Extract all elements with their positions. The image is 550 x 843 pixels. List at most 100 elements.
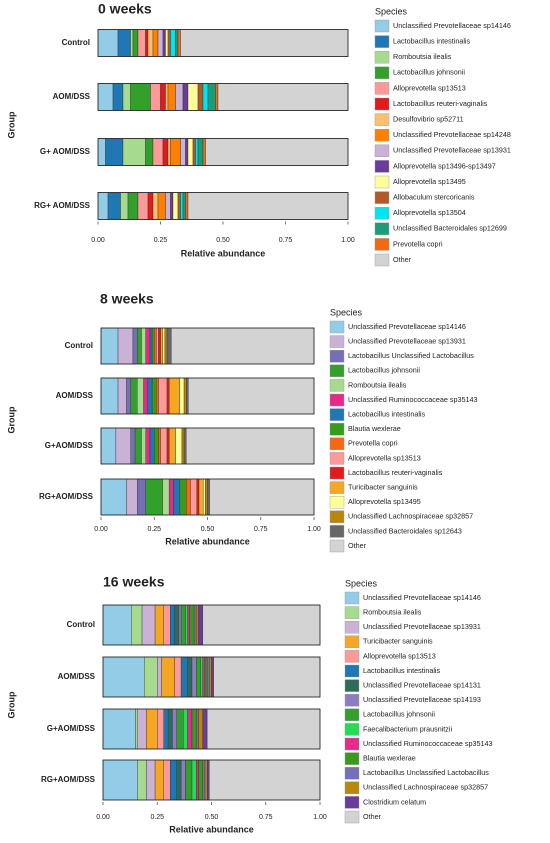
- bar-segment: [122, 83, 131, 111]
- legend-swatch: [329, 393, 345, 407]
- bar-segment: [152, 192, 159, 220]
- bar-outline: [102, 759, 321, 801]
- legend-swatch: [329, 320, 345, 334]
- legend-swatch: [344, 723, 360, 736]
- bar-segment: [165, 192, 171, 220]
- legend-title: Species: [375, 6, 408, 16]
- bar-segment: [196, 708, 199, 750]
- legend-swatch: [329, 408, 345, 421]
- legend-swatch: [329, 379, 345, 392]
- bar-segment: [137, 192, 149, 220]
- bar-segment: [175, 29, 179, 57]
- legend-label: Unclassified Bacteroidales sp12699: [393, 224, 507, 233]
- legend-swatch: [344, 664, 360, 678]
- bar-segment: [193, 604, 197, 646]
- legend-label: Lactobacillus intestinalis: [348, 410, 426, 419]
- legend-swatch: [344, 752, 360, 765]
- x-axis-label: Relative abundance: [181, 248, 266, 258]
- bar-segment: [120, 192, 129, 220]
- group-label: G+AOM/DSS: [45, 441, 94, 450]
- group-label: RG+AOM/DSS: [39, 492, 94, 501]
- legend-swatch: [329, 510, 345, 523]
- legend-swatch: [329, 466, 345, 480]
- legend-label: Other: [393, 255, 412, 264]
- bar-segment: [177, 29, 181, 57]
- bar-segment: [145, 427, 151, 465]
- x-tick-label: 1.00: [313, 814, 327, 821]
- legend-swatch: [374, 97, 390, 111]
- bar-segment: [97, 138, 106, 166]
- bar-segment: [158, 327, 161, 365]
- bar-segment: [175, 83, 184, 111]
- bar-segment: [144, 656, 158, 698]
- legend-swatch: [374, 144, 390, 158]
- x-tick-label: 0.75: [254, 526, 268, 533]
- bar-segment: [179, 377, 185, 415]
- legend-swatch: [329, 496, 345, 509]
- x-tick-label: 0.00: [94, 526, 108, 533]
- legend-label: Alloprevotella sp13495: [393, 177, 466, 186]
- bar-segment: [147, 192, 154, 220]
- bar-segment: [162, 327, 166, 365]
- legend-label: Prevotella copri: [393, 239, 443, 248]
- bar-segment: [187, 138, 194, 166]
- bar-segment: [154, 604, 164, 646]
- legend-swatch: [344, 591, 360, 605]
- bar-segment: [165, 29, 169, 57]
- bar-segment: [196, 478, 200, 516]
- bar-segment: [185, 759, 193, 801]
- bar-segment: [137, 759, 147, 801]
- bar-segment: [126, 377, 132, 415]
- bar-segment: [130, 83, 151, 111]
- bar-segment: [141, 327, 146, 365]
- y-axis-label: Group: [6, 691, 16, 718]
- bar-segment: [102, 604, 132, 646]
- bar-segment: [187, 83, 199, 111]
- bar-segment: [132, 327, 138, 365]
- bar-segment: [152, 29, 159, 57]
- bar-segment: [180, 29, 349, 57]
- bar-segment: [158, 427, 161, 465]
- bar-segment: [167, 29, 171, 57]
- bar-segment: [100, 427, 117, 465]
- bar-segment: [170, 759, 177, 801]
- legend-label: Unclassified Prevotellaceae sp14193: [363, 695, 481, 704]
- bar-segment: [192, 138, 196, 166]
- bar-outline: [97, 192, 349, 220]
- bar-outline: [102, 604, 321, 646]
- legend-swatch: [344, 635, 360, 648]
- legend-label: Faecalibacterium prausnitzii: [363, 724, 452, 733]
- legend-label: Unclassified Prevotellaceae sp14131: [363, 681, 481, 690]
- legend-swatch: [344, 694, 360, 707]
- bar-segment: [135, 708, 138, 750]
- bar-segment: [97, 83, 114, 111]
- bar-segment: [137, 478, 146, 516]
- bar-segment: [154, 327, 157, 365]
- legend-label: Blautia wexlerae: [363, 754, 416, 763]
- bar-segment: [191, 708, 197, 750]
- legend-label: Desulfovibrio sp52711: [393, 115, 464, 124]
- bar-segment: [112, 83, 124, 111]
- bar-segment: [154, 759, 164, 801]
- bar-segment: [163, 708, 169, 750]
- bar-segment: [97, 192, 109, 220]
- legend-swatch: [374, 113, 390, 126]
- legend-swatch: [344, 621, 360, 634]
- bar-segment: [202, 138, 206, 166]
- legend-label: Alloprevotella sp13513: [393, 83, 466, 92]
- legend-label: Romboutsia ilealis: [363, 608, 422, 617]
- bar-segment: [202, 708, 208, 750]
- group-label: Control: [65, 341, 93, 350]
- x-tick-label: 1.00: [307, 526, 321, 533]
- bar-segment: [198, 478, 204, 516]
- bar-segment: [150, 83, 161, 111]
- bar-segment: [206, 656, 210, 698]
- bar-segment: [215, 83, 219, 111]
- bar-segment: [183, 708, 188, 750]
- bar-segment: [130, 29, 134, 57]
- bar-segment: [178, 604, 182, 646]
- bar-segment: [152, 138, 164, 166]
- bar-segment: [181, 427, 185, 465]
- legend-label: Unclassified Prevotellaceae sp13931: [348, 337, 466, 346]
